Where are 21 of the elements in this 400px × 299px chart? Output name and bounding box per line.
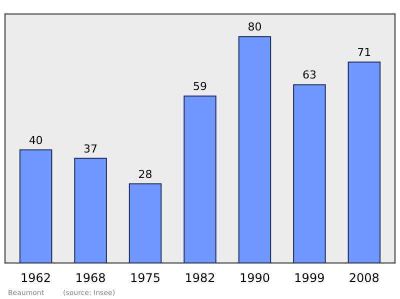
data-label: 28 xyxy=(138,168,152,181)
x-tick-label: 2008 xyxy=(348,271,380,285)
bar xyxy=(293,84,326,264)
data-label: 59 xyxy=(193,80,207,94)
bar xyxy=(128,183,162,264)
data-label: 37 xyxy=(84,142,98,156)
bar xyxy=(348,62,381,264)
x-tick-label: 1975 xyxy=(130,271,161,285)
data-label: 40 xyxy=(28,134,43,147)
bar xyxy=(19,149,52,264)
x-tick-label: 1968 xyxy=(75,271,106,285)
bar xyxy=(74,158,107,264)
data-label: 71 xyxy=(357,46,372,60)
bar xyxy=(238,36,272,264)
x-tick-label: 1982 xyxy=(184,271,216,285)
x-tick-label: 1962 xyxy=(20,271,52,285)
x-tick-label: 1990 xyxy=(239,271,270,285)
x-tick-label: 1999 xyxy=(294,271,325,285)
bar xyxy=(184,96,216,264)
data-label: 63 xyxy=(302,68,316,82)
data-label: 80 xyxy=(248,20,262,34)
